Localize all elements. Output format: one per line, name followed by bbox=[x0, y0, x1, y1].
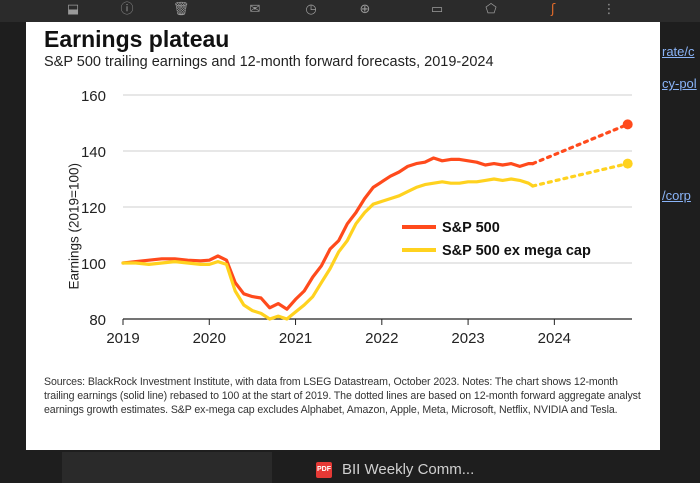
chart-subtitle: S&P 500 trailing earnings and 12-month f… bbox=[44, 54, 494, 70]
more-icon[interactable]: ⋮ bbox=[602, 2, 616, 17]
y-tick-label-120: 120 bbox=[81, 200, 106, 217]
legend-label-1: S&P 500 ex mega cap bbox=[442, 243, 591, 259]
legend-label-0: S&P 500 bbox=[442, 220, 500, 236]
y-tick-label-100: 100 bbox=[81, 256, 106, 273]
x-tick-label-2019: 2019 bbox=[106, 330, 139, 347]
x-tick-label-2024: 2024 bbox=[538, 330, 571, 347]
bookmark-icon[interactable]: ʃ bbox=[550, 2, 556, 17]
forecast-point-1 bbox=[622, 158, 633, 169]
chart-card: Earnings plateau S&P 500 trailing earnin… bbox=[26, 22, 660, 450]
right-panel bbox=[660, 22, 700, 483]
report-icon[interactable]: ⓘ bbox=[120, 2, 134, 17]
mail-icon[interactable]: ✉ bbox=[249, 2, 261, 17]
x-tick-label-2021: 2021 bbox=[279, 330, 312, 347]
attachment-name[interactable]: BII Weekly Comm... bbox=[342, 461, 475, 478]
y-tick-label-160: 160 bbox=[81, 88, 106, 105]
attachment-thumbnail[interactable] bbox=[62, 452, 272, 483]
side-link-1[interactable]: rate/c bbox=[662, 44, 695, 59]
series-line-0 bbox=[121, 156, 535, 311]
x-tick-label-2022: 2022 bbox=[365, 330, 398, 347]
earnings-line-chart: 80 100 120 140 160 2019 2020 2021 2022 2023 2024 S&… bbox=[81, 88, 633, 347]
y-tick-label-80: 80 bbox=[89, 312, 106, 329]
clock-icon[interactable]: ◷ bbox=[305, 2, 317, 17]
x-tick-label-2023: 2023 bbox=[451, 330, 484, 347]
series-forecast-0 bbox=[531, 122, 630, 166]
label-icon[interactable]: ⬠ bbox=[485, 2, 497, 17]
side-link-2[interactable]: cy-pol bbox=[662, 76, 697, 91]
mail-toolbar: ⬓ ⓘ 🗑 ✉ ◷ ⊕ ▭ ⬠ ʃ ⋮ bbox=[0, 0, 700, 22]
move-to-icon[interactable]: ▭ bbox=[430, 2, 444, 17]
delete-icon[interactable]: 🗑 bbox=[172, 2, 190, 17]
y-tick-label-140: 140 bbox=[81, 144, 106, 161]
pdf-icon: PDF bbox=[316, 462, 332, 478]
forecast-point-0 bbox=[622, 119, 633, 130]
x-tick-label-2020: 2020 bbox=[193, 330, 226, 347]
chart-title: Earnings plateau bbox=[44, 26, 230, 52]
archive-icon[interactable]: ⬓ bbox=[66, 2, 80, 17]
series-forecast-1 bbox=[531, 162, 630, 188]
add-task-icon[interactable]: ⊕ bbox=[359, 2, 371, 17]
side-link-3[interactable]: /corp bbox=[662, 188, 691, 203]
series-line-1 bbox=[121, 177, 535, 321]
chart-footnote: Sources: BlackRock Investment Institute,… bbox=[44, 376, 641, 416]
